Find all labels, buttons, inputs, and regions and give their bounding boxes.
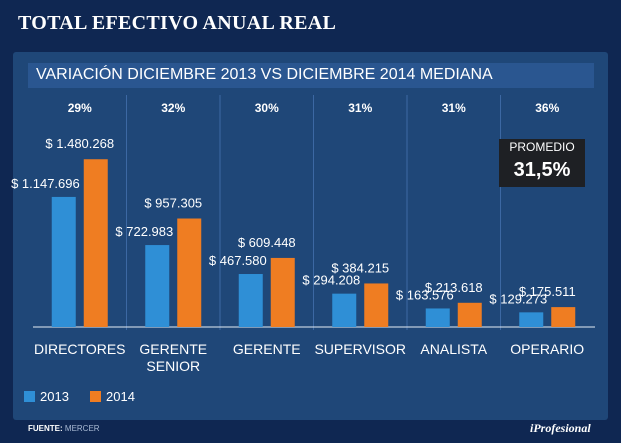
legend-swatch-2013: [24, 391, 35, 402]
value-label-2014: $ 957.305: [144, 196, 202, 211]
bar-2014: [270, 257, 295, 327]
value-label-2014: $ 213.618: [425, 280, 483, 295]
bar-2014: [83, 159, 108, 327]
legend-swatch-2014: [90, 391, 101, 402]
bar-2013: [332, 293, 357, 327]
variation-label: 32%: [161, 101, 185, 115]
category-label: SENIOR: [146, 358, 200, 374]
variation-label: 36%: [535, 101, 559, 115]
bar-2014: [177, 218, 202, 327]
bar-2013: [145, 245, 170, 327]
bar-2013: [425, 308, 450, 327]
variation-label: 31%: [442, 101, 466, 115]
source-note: FUENTE: MERCER: [28, 424, 100, 433]
bar-2013: [238, 274, 263, 327]
legend-label-2014: 2014: [106, 389, 135, 404]
promedio-label: PROMEDIO: [509, 140, 575, 154]
category-label: GERENTE: [233, 341, 301, 357]
value-label-2014: $ 384.215: [331, 260, 389, 275]
brand-logo: iProfesional: [530, 421, 591, 435]
subtitle-bar: VARIACIÓN DICIEMBRE 2013 VS DICIEMBRE 20…: [28, 63, 594, 88]
bar-2013: [51, 196, 76, 327]
bar-2013: [519, 312, 544, 327]
category-label: GERENTE: [139, 341, 207, 357]
category-label: ANALISTA: [420, 341, 487, 357]
bar-2014: [457, 302, 482, 327]
value-label-2013: $ 467.580: [209, 253, 267, 268]
category-label: SUPERVISOR: [314, 341, 406, 357]
value-label-2013: $ 163.576: [396, 287, 454, 302]
chart-title: TOTAL EFECTIVO ANUAL REAL: [18, 12, 337, 34]
bar-2014: [551, 307, 576, 327]
value-label-2013: $ 294.208: [302, 273, 360, 288]
variation-label: 29%: [68, 101, 92, 115]
value-label-2013: $ 129.273: [489, 291, 547, 306]
source-value: MERCER: [64, 424, 100, 433]
chart-subtitle: VARIACIÓN DICIEMBRE 2013 VS DICIEMBRE 20…: [36, 66, 493, 83]
value-label-2014: $ 1.480.268: [45, 136, 114, 151]
category-label: DIRECTORES: [34, 341, 126, 357]
value-label-2013: $ 722.983: [115, 224, 173, 239]
category-label: OPERARIO: [510, 341, 584, 357]
promedio-value: 31,5%: [513, 159, 571, 181]
value-label-2013: $ 1.147.696: [11, 176, 80, 191]
value-label-2014: $ 609.448: [238, 235, 296, 250]
value-label-2014: $ 175.511: [519, 284, 576, 299]
legend-label-2013: 2013: [40, 389, 69, 404]
bar-2014: [364, 283, 389, 327]
variation-label: 31%: [348, 101, 372, 115]
promedio-box: PROMEDIO 31,5%: [499, 139, 585, 187]
chart-panel: [13, 52, 608, 420]
variation-label: 30%: [255, 101, 279, 115]
source-label: FUENTE:: [28, 424, 63, 433]
